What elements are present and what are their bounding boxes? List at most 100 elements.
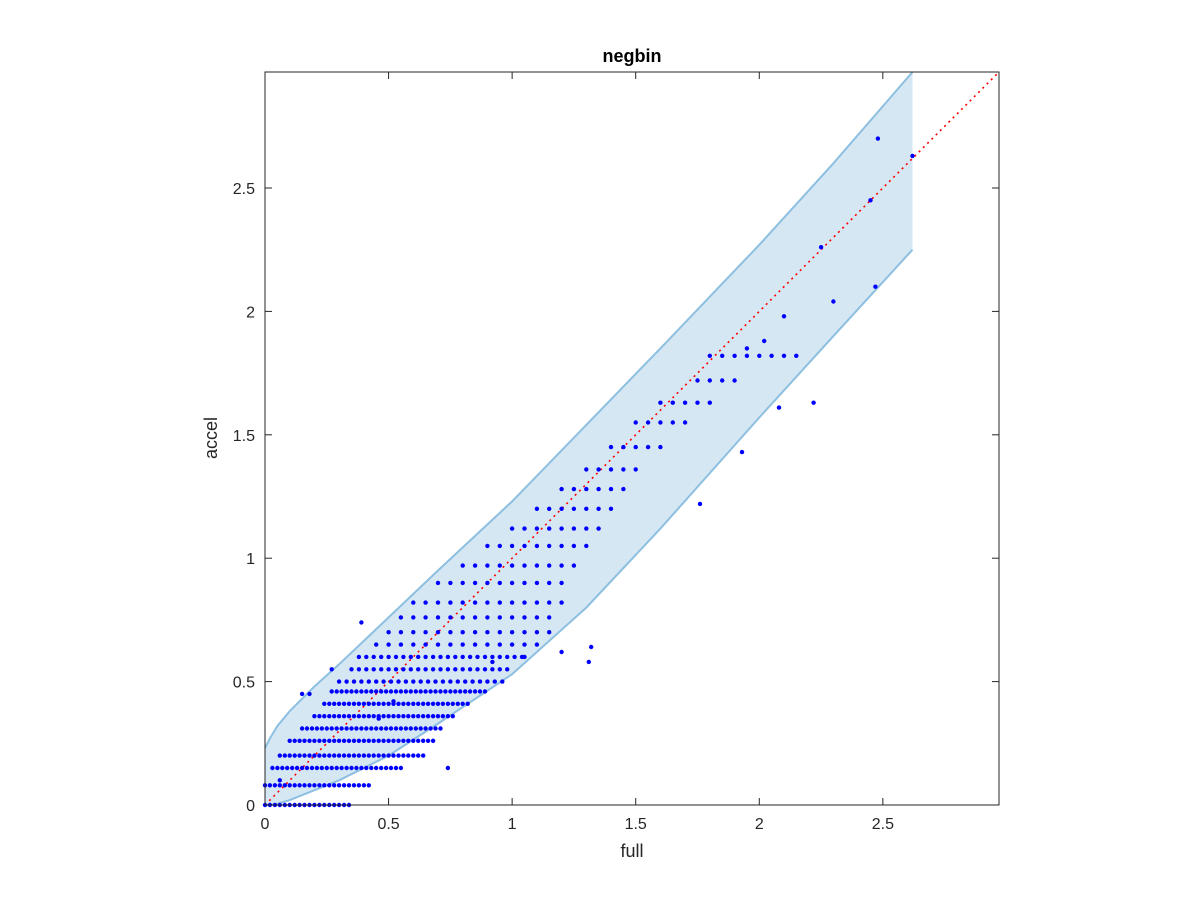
scatter-point [559, 543, 564, 549]
scatter-point [435, 630, 441, 635]
y-tick-label: 0 [246, 798, 255, 815]
scatter-point [453, 689, 458, 694]
scatter-point [379, 667, 384, 672]
scatter-point [381, 679, 386, 684]
scatter-point [386, 714, 391, 719]
scatter-point [522, 580, 527, 586]
scatter-point [312, 783, 317, 788]
scatter-point [396, 701, 401, 706]
scatter-point [371, 701, 376, 706]
scatter-point [356, 714, 362, 719]
scatter-point [398, 689, 404, 694]
scatter-point [369, 726, 374, 731]
scatter-point [534, 506, 540, 511]
scatter-point [534, 543, 540, 549]
scatter-point [329, 765, 334, 771]
scatter-point [349, 726, 354, 731]
scatter-point [401, 738, 406, 743]
scatter-point [416, 714, 421, 719]
scatter-point [341, 783, 347, 788]
scatter-point [356, 654, 362, 660]
scatter-point [423, 654, 428, 660]
scatter-point [361, 783, 367, 788]
scatter-point [359, 726, 364, 731]
scatter-point [571, 486, 577, 492]
scatter-point [356, 701, 362, 706]
scatter-point [509, 526, 515, 531]
scatter-point [371, 738, 376, 743]
scatter-point [467, 654, 473, 660]
scatter-point [670, 400, 675, 405]
scatter-point [497, 667, 502, 672]
scatter-point [448, 600, 453, 605]
scatter-point [448, 679, 453, 684]
scatter-point [645, 444, 651, 450]
scatter-point [267, 783, 273, 788]
scatter-point [621, 467, 626, 472]
scatter-point [438, 654, 443, 660]
scatter-point [534, 642, 540, 647]
scatter-point [369, 765, 374, 771]
scatter-point [346, 738, 352, 743]
scatter-point [435, 580, 441, 586]
scatter-point [324, 765, 329, 771]
scatter-point [485, 615, 490, 620]
scatter-point [744, 353, 750, 358]
scatter-point [448, 642, 453, 647]
scatter-point [356, 783, 362, 788]
scatter-point [430, 714, 436, 719]
scatter-point [304, 726, 310, 731]
scatter-point [332, 714, 337, 719]
scatter-point [416, 667, 421, 672]
scatter-point [658, 420, 663, 425]
scatter-point [559, 600, 564, 605]
scatter-point [341, 738, 347, 743]
scatter-point [309, 726, 315, 731]
scatter-point [621, 444, 626, 450]
scatter-point [485, 600, 490, 605]
y-tick-label: 0.5 [233, 675, 255, 692]
scatter-point [383, 765, 389, 771]
scatter-point [361, 738, 367, 743]
scatter-point [374, 765, 379, 771]
scatter-point [309, 765, 315, 771]
scatter-point [435, 615, 441, 620]
scatter-point [327, 783, 332, 788]
scatter-point [401, 753, 406, 758]
scatter-point [307, 783, 312, 788]
scatter-point [586, 659, 591, 665]
scatter-point [386, 630, 391, 635]
scatter-point [371, 714, 376, 719]
scatter-point [621, 486, 626, 492]
scatter-point [509, 543, 515, 549]
scatter-point [421, 714, 426, 719]
scatter-point [366, 753, 371, 758]
scatter-point [534, 600, 540, 605]
scatter-point [522, 654, 527, 660]
scatter-point [339, 689, 344, 694]
scatter-point [408, 726, 413, 731]
scatter-point [868, 198, 873, 203]
scatter-point [336, 714, 342, 719]
scatter-point [285, 765, 290, 771]
scatter-point [522, 526, 527, 531]
scatter-point [411, 753, 416, 758]
scatter-point [584, 486, 589, 492]
scatter-point [460, 642, 465, 647]
scatter-point [467, 689, 473, 694]
scatter-point [327, 714, 332, 719]
scatter-point [831, 299, 836, 304]
scatter-point [769, 353, 774, 358]
scatter-point [386, 753, 391, 758]
scatter-point [413, 689, 418, 694]
scatter-point [559, 649, 564, 655]
scatter-point [297, 738, 302, 743]
scatter-point [312, 753, 317, 758]
scatter-point [366, 701, 371, 706]
scatter-point [423, 600, 428, 605]
scatter-point [379, 654, 384, 660]
scatter-point [425, 701, 431, 706]
scatter-point [364, 726, 369, 731]
